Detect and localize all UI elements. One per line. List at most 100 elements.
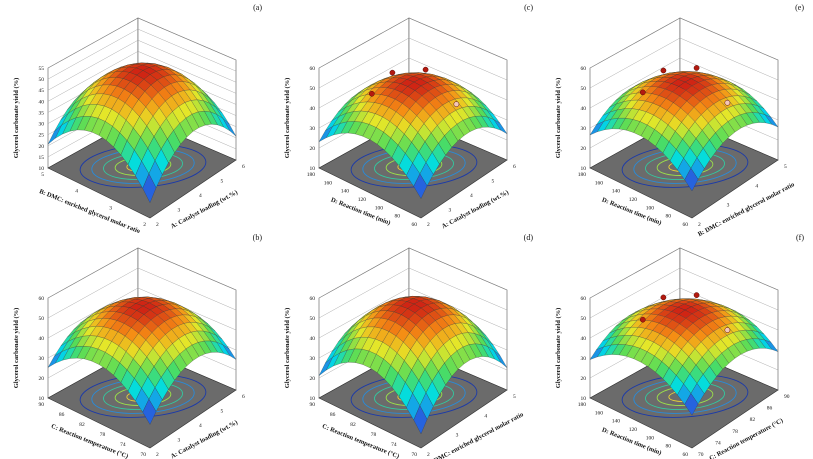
surface-plot-svg: 10 20 30 40 50 60 Glycerol carbonate yield (%)… xyxy=(555,233,804,459)
design-point-marker xyxy=(368,90,375,97)
y-tick-label: 180 xyxy=(578,402,587,408)
design-point-marker xyxy=(639,316,646,323)
y-tick-label: 90 xyxy=(39,402,45,408)
z-tick-label: 60 xyxy=(581,296,587,302)
response-surface xyxy=(589,298,779,416)
surface-panel-5: 10 20 30 40 50 60 Glycerol carbonate yield (%)… xyxy=(542,230,813,459)
z-gridline xyxy=(408,267,508,311)
y-tick-label: 140 xyxy=(612,419,621,425)
x-tick-label: 3 xyxy=(178,208,181,214)
z-tick-label: 20 xyxy=(581,146,587,152)
y-tick-label: 180 xyxy=(307,172,316,178)
z-gridline xyxy=(137,247,237,291)
z-tick-label: 30 xyxy=(581,356,587,362)
z-gridline xyxy=(408,17,508,61)
y-tick-label: 82 xyxy=(350,422,356,428)
design-point-marker xyxy=(422,66,429,73)
z-axis-title: Glycerol carbonate yield (%) xyxy=(284,78,291,159)
response-surface xyxy=(47,62,237,203)
x-tick-label: 5 xyxy=(221,179,224,185)
surface-facet xyxy=(684,167,699,192)
design-point-marker xyxy=(724,327,731,333)
z-gridline xyxy=(679,37,779,81)
x-tick-label: 6 xyxy=(513,164,516,170)
z-tick-label: 60 xyxy=(581,66,587,72)
z-gridline xyxy=(47,28,139,80)
y-tick-label: 60 xyxy=(683,222,689,228)
x-tick-label: 78 xyxy=(732,429,738,435)
design-points xyxy=(368,66,460,108)
y-tick-label: 80 xyxy=(395,214,401,220)
y-tick-label: 180 xyxy=(578,172,587,178)
z-tick-label: 30 xyxy=(39,356,45,362)
z-gridline xyxy=(318,17,410,69)
z-gridline xyxy=(137,51,237,94)
y-tick-label: 160 xyxy=(324,180,333,186)
z-axis-title: Glycerol carbonate yield (%) xyxy=(13,308,20,389)
panel-label: (e) xyxy=(795,3,804,12)
z-gridline xyxy=(318,267,410,319)
z-tick-label: 40 xyxy=(39,99,45,105)
y-tick-label: 90 xyxy=(310,402,316,408)
z-gridline xyxy=(137,28,237,72)
z-tick-label: 60 xyxy=(39,296,45,302)
design-point-marker xyxy=(389,69,396,76)
x-tick-label: 90 xyxy=(784,394,790,400)
z-tick-label: 40 xyxy=(581,336,587,342)
design-point-marker xyxy=(693,292,700,298)
z-tick-label: 20 xyxy=(581,376,587,382)
x-tick-label: 5 xyxy=(784,164,787,170)
panel-label: (a) xyxy=(253,3,262,12)
x-tick-label: 2 xyxy=(698,222,701,228)
y-tick-label: 74 xyxy=(391,442,397,448)
z-axis-title: Glycerol carbonate yield (%) xyxy=(284,308,291,389)
z-gridline xyxy=(589,247,681,299)
surface-plot-svg: 10 20 30 40 50 60 Glycerol carbonate yield (%)… xyxy=(284,3,533,230)
z-tick-label: 10 xyxy=(581,166,587,172)
panel-label: (d) xyxy=(524,233,534,242)
y-tick-label: 60 xyxy=(412,222,418,228)
z-tick-label: 40 xyxy=(39,336,45,342)
z-tick-label: 10 xyxy=(39,396,45,402)
y-tick-label: 140 xyxy=(612,189,621,195)
z-axis-title: Glycerol carbonate yield (%) xyxy=(555,308,562,389)
y-tick-label: 74 xyxy=(120,442,126,448)
design-point-marker xyxy=(660,294,667,301)
panel-label: (c) xyxy=(524,3,533,12)
y-tick-label: 3 xyxy=(109,205,112,211)
y-tick-label: 60 xyxy=(683,452,689,458)
panel-label: (b) xyxy=(253,233,263,242)
surface-panel-2: 10 20 30 40 50 60 Glycerol carbonate yield (%)… xyxy=(542,0,813,238)
y-tick-label: 70 xyxy=(412,452,418,458)
y-tick-label: 5 xyxy=(41,172,44,178)
z-tick-label: 55 xyxy=(39,66,45,72)
y-tick-label: 120 xyxy=(358,197,367,203)
design-point-marker xyxy=(660,67,667,74)
z-tick-label: 40 xyxy=(310,336,316,342)
x-tick-label: 6 xyxy=(242,394,245,400)
z-tick-label: 20 xyxy=(39,376,45,382)
surface-facet xyxy=(142,398,157,425)
y-tick-label: 140 xyxy=(341,189,350,195)
z-tick-label: 30 xyxy=(39,122,45,128)
x-tick-label: 4 xyxy=(755,183,758,189)
z-gridline xyxy=(47,51,139,102)
surface-plot-svg: 10 20 30 40 50 60 Glycerol carbonate yield (%)… xyxy=(284,233,534,459)
x-tick-label: 2 xyxy=(156,222,159,228)
y-tick-label: 70 xyxy=(141,452,147,458)
y-tick-label: 78 xyxy=(371,432,377,438)
surface-facet xyxy=(413,173,428,199)
z-tick-label: 40 xyxy=(310,106,316,112)
x-tick-label: 74 xyxy=(715,440,721,446)
z-tick-label: 20 xyxy=(310,146,316,152)
x-tick-label: 4 xyxy=(199,423,202,429)
z-gridline xyxy=(589,267,681,319)
z-tick-label: 50 xyxy=(310,316,316,322)
z-tick-label: 35 xyxy=(39,110,45,116)
z-tick-label: 20 xyxy=(310,376,316,382)
z-tick-label: 10 xyxy=(310,166,316,172)
surface-facet xyxy=(142,173,157,203)
z-gridline xyxy=(318,57,410,109)
z-gridline xyxy=(47,267,139,319)
x-tick-label: 5 xyxy=(492,179,495,185)
